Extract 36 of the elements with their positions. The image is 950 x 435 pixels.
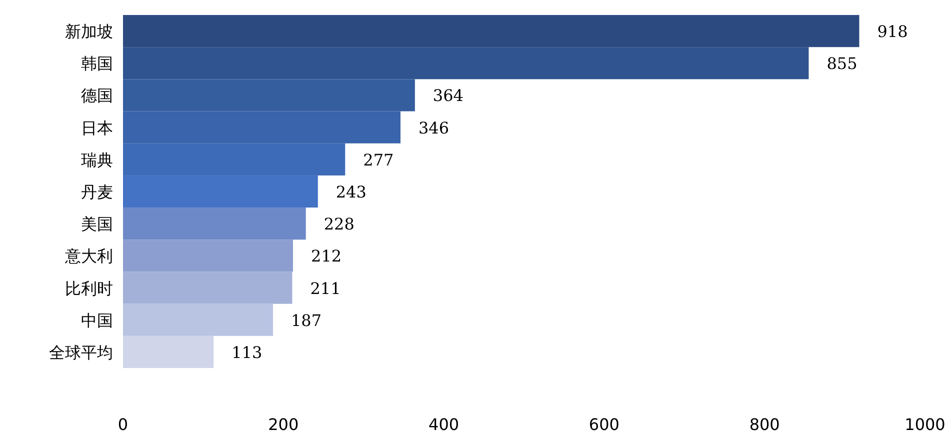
data-label: 918 bbox=[877, 22, 908, 42]
bar bbox=[123, 175, 318, 208]
y-tick-label: 韩国 bbox=[81, 54, 113, 74]
y-tick-label: 全球平均 bbox=[49, 342, 113, 362]
x-tick-label: 800 bbox=[749, 415, 780, 434]
x-tick-label: 0 bbox=[118, 415, 128, 434]
bar bbox=[123, 272, 292, 304]
data-label: 346 bbox=[418, 118, 450, 138]
bar bbox=[123, 336, 214, 368]
x-tick-label: 200 bbox=[268, 415, 299, 434]
y-tick-label: 丹麦 bbox=[81, 182, 113, 202]
y-tick-label: 意大利 bbox=[64, 246, 113, 266]
data-label: 243 bbox=[336, 182, 366, 202]
y-tick-label: 新加坡 bbox=[65, 22, 113, 42]
data-label: 277 bbox=[363, 150, 394, 170]
y-tick-label: 瑞典 bbox=[81, 150, 113, 170]
bar bbox=[123, 47, 809, 80]
bar bbox=[123, 208, 306, 240]
data-label: 113 bbox=[232, 342, 262, 362]
y-tick-label: 中国 bbox=[81, 310, 113, 330]
x-tick-label: 600 bbox=[588, 415, 620, 434]
data-label: 364 bbox=[432, 86, 464, 106]
x-tick-label: 400 bbox=[428, 415, 460, 434]
data-label: 187 bbox=[290, 310, 322, 330]
data-label: 211 bbox=[310, 278, 341, 298]
bar bbox=[123, 240, 294, 272]
y-tick-label: 比利时 bbox=[65, 278, 113, 298]
data-label: 855 bbox=[826, 54, 858, 74]
y-tick-label: 美国 bbox=[81, 214, 113, 234]
bar bbox=[123, 15, 860, 48]
x-tick-label: 1000 bbox=[904, 415, 946, 434]
bar bbox=[123, 304, 273, 336]
y-tick-label: 日本 bbox=[81, 118, 113, 138]
data-label: 228 bbox=[324, 214, 354, 234]
y-tick-label: 德国 bbox=[81, 86, 113, 106]
data-label: 212 bbox=[311, 246, 342, 266]
